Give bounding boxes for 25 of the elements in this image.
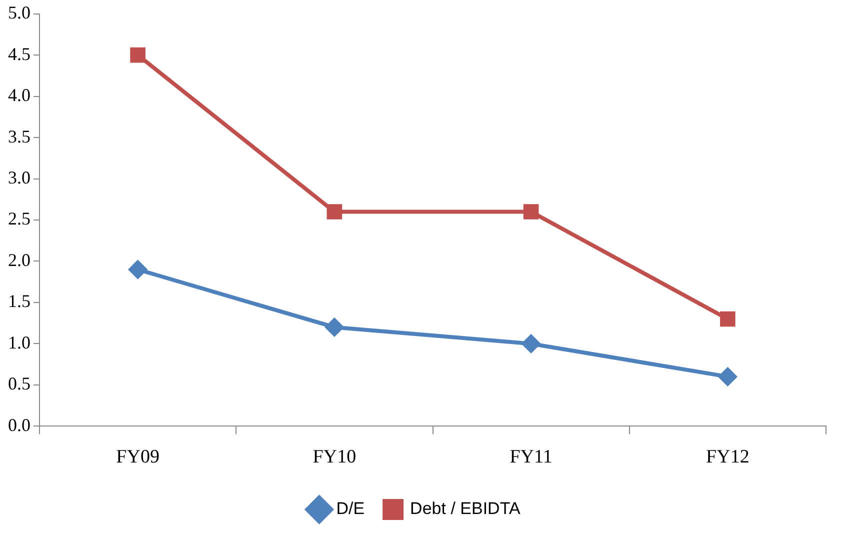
y-tick-label: 2.0 (8, 250, 30, 270)
point (128, 260, 147, 278)
y-tick-label: 1.0 (8, 332, 30, 352)
x-tick-label: FY09 (116, 446, 160, 468)
y-tick-label: 4.0 (8, 85, 30, 106)
point (718, 368, 737, 386)
point (130, 47, 146, 63)
legend-label: D/E (336, 499, 365, 518)
point (326, 204, 342, 220)
y-tick-label: 0.0 (8, 414, 30, 435)
legend-label: Debt / EBIDTA (410, 499, 521, 518)
y-tick-label: 3.0 (8, 167, 30, 188)
point (523, 204, 539, 220)
point (522, 334, 540, 353)
x-tick-label: FY10 (312, 446, 356, 468)
y-tick-label: 4.5 (8, 44, 30, 64)
y-tick-label: 5.0 (8, 2, 30, 23)
x-tick-label: FY12 (706, 446, 750, 468)
y-tick-label: 2.5 (8, 208, 30, 229)
y-tick-label: 1.5 (8, 291, 30, 312)
y-tick-label: 3.5 (8, 126, 30, 146)
point (325, 318, 344, 336)
point (720, 311, 736, 327)
x-tick-label: FY11 (510, 446, 552, 468)
y-tick-label: 0.5 (8, 374, 30, 394)
